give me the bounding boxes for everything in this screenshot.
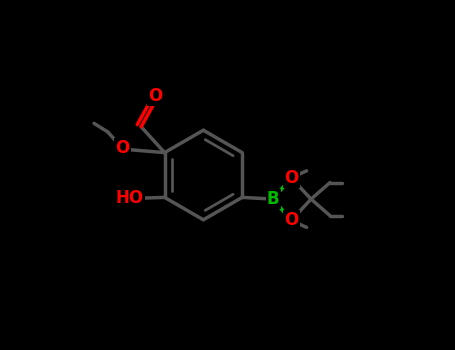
Text: B: B — [267, 190, 279, 208]
Text: O: O — [284, 169, 298, 187]
Text: O: O — [284, 211, 298, 230]
Text: O: O — [148, 87, 163, 105]
Text: O: O — [116, 139, 130, 157]
Text: HO: HO — [115, 189, 143, 207]
